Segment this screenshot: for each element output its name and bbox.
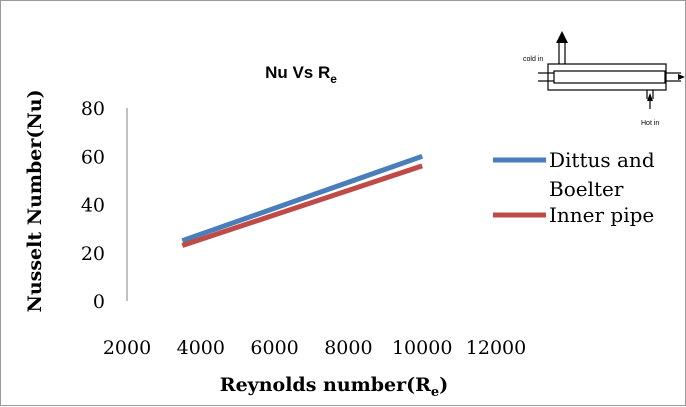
series-line-2 bbox=[181, 163, 423, 248]
y-tick-label: 40 bbox=[81, 195, 105, 217]
legend-label-dittus-line1: Dittus and bbox=[549, 148, 655, 172]
x-tick-label: 8000 bbox=[324, 337, 372, 359]
x-tick-label: 4000 bbox=[177, 337, 225, 359]
cold-in-label: cold in bbox=[523, 56, 543, 63]
chart-title: Nu Vs Re bbox=[265, 63, 337, 86]
inner-pipe-shape bbox=[553, 70, 666, 84]
x-axis-ticks: 2000 4000 6000 8000 10000 12000 bbox=[103, 337, 526, 359]
series-layer bbox=[181, 153, 424, 248]
hot-in-label: Hot in bbox=[641, 120, 659, 127]
legend: Dittus and Boelter Inner pipe bbox=[493, 148, 655, 227]
outlet-arrow-icon bbox=[678, 74, 685, 80]
y-tick-label: 60 bbox=[81, 146, 105, 168]
x-tick-label: 12000 bbox=[466, 337, 526, 359]
legend-label-dittus-line2: Boelter bbox=[549, 177, 624, 201]
series-line-1 bbox=[181, 153, 424, 244]
hot-in-arrow-icon bbox=[647, 93, 653, 101]
y-tick-label: 80 bbox=[81, 98, 105, 120]
legend-label-inner-pipe: Inner pipe bbox=[549, 203, 654, 227]
outer-pipe-shape bbox=[547, 63, 667, 91]
x-tick-label: 10000 bbox=[392, 337, 452, 359]
x-tick-label: 6000 bbox=[250, 337, 298, 359]
x-tick-label: 2000 bbox=[103, 337, 151, 359]
y-axis-label: Nusselt Number(Nu) bbox=[24, 89, 46, 312]
y-axis-ticks: 0 20 40 60 80 bbox=[81, 98, 105, 313]
heat-exchanger-icon bbox=[538, 31, 685, 109]
cold-out-arrow-icon bbox=[556, 31, 568, 43]
y-tick-label: 20 bbox=[81, 243, 105, 265]
x-axis-label: Reynolds number(Re) bbox=[220, 374, 448, 400]
y-tick-label: 0 bbox=[93, 291, 105, 313]
